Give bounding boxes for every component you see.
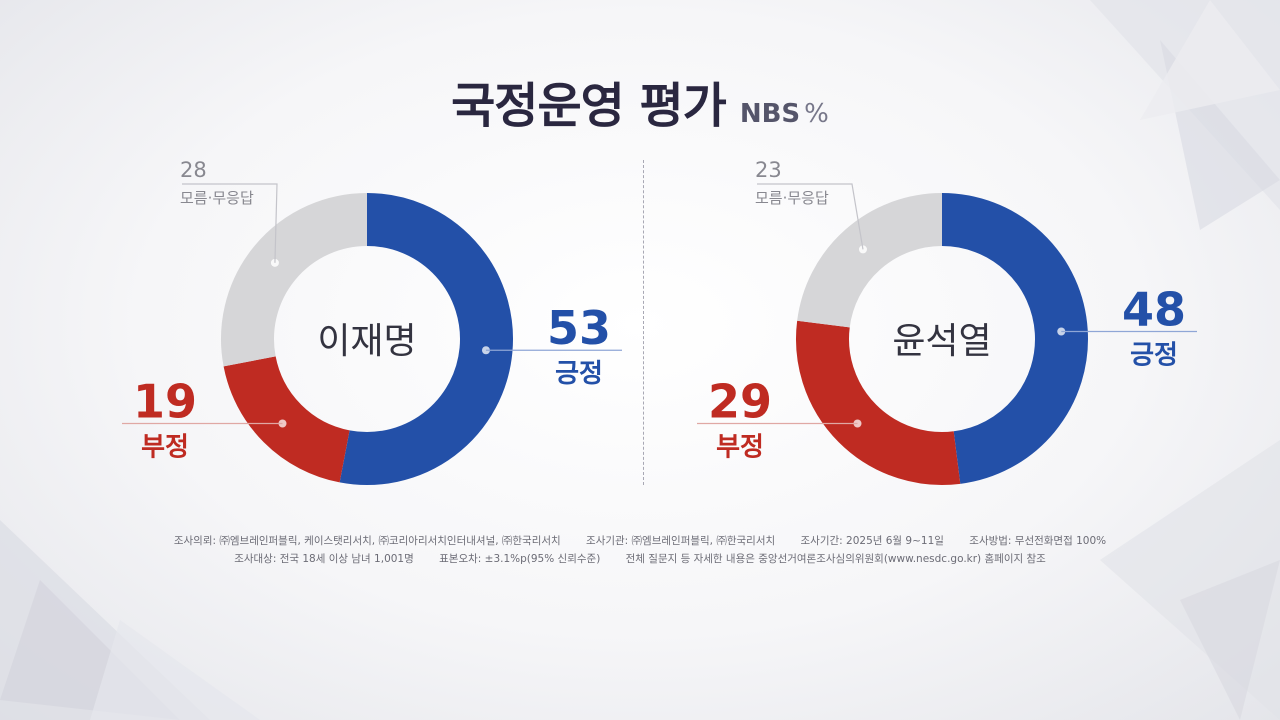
right-unknown-value: 23 [755, 158, 782, 182]
chart-header: 국정운영 평가 NBS% [0, 66, 1280, 136]
footer-method: 조사방법: 무선전화면접 100% [969, 535, 1107, 547]
right-slice-2 [797, 193, 943, 329]
footer-note: 전체 질문지 등 자세한 내용은 중앙선거여론조사심의위원회(www.nesdc… [625, 553, 1046, 565]
left-unknown-label: 모름·무응답 [180, 189, 254, 207]
left-slice-1 [223, 355, 351, 483]
right-negative-label: 부정 [716, 432, 764, 462]
right-positive-label: 긍정 [1130, 340, 1178, 370]
left-positive-value: 53 [547, 301, 611, 355]
center-divider [643, 160, 644, 485]
footer-target: 조사대상: 전국 18세 이상 남녀 1,001명 [234, 553, 414, 565]
footer-client: 조사의뢰: ㈜엠브레인퍼블릭, 케이스탯리서치, ㈜코리아리서치인터내셔널, ㈜… [173, 535, 561, 547]
right-positive-value: 48 [1122, 282, 1186, 336]
right-unknown-label: 모름·무응답 [755, 189, 829, 207]
left-negative-label: 부정 [141, 432, 189, 462]
right-unknown-leader [757, 183, 864, 250]
footer-agency: 조사기관: ㈜엠브레인퍼블릭, ㈜한국리서치 [586, 535, 776, 547]
survey-footer: 조사의뢰: ㈜엠브레인퍼블릭, 케이스탯리서치, ㈜코리아리서치인터내셔널, ㈜… [0, 532, 1280, 568]
source-label: NBS% [740, 99, 829, 129]
left-negative-value: 19 [133, 374, 197, 428]
footer-period: 조사기간: 2025년 6월 9~11일 [800, 535, 944, 547]
left-center-label: 이재명 [317, 321, 416, 362]
footer-line-2: 조사대상: 전국 18세 이상 남녀 1,001명 표본오차: ±3.1%p(9… [0, 550, 1280, 568]
footer-error: 표본오차: ±3.1%p(95% 신뢰수준) [439, 553, 601, 565]
unit-label: % [804, 99, 829, 129]
right-center-label: 윤석열 [892, 321, 991, 362]
left-unknown-value: 28 [180, 158, 207, 182]
source-name: NBS [739, 99, 801, 129]
left-positive-label: 긍정 [555, 359, 603, 389]
left-unknown-leader [182, 183, 278, 263]
right-negative-value: 29 [708, 374, 772, 428]
footer-line-1: 조사의뢰: ㈜엠브레인퍼블릭, 케이스탯리서치, ㈜코리아리서치인터내셔널, ㈜… [0, 532, 1280, 550]
chart-title: 국정운영 평가 [451, 78, 727, 134]
